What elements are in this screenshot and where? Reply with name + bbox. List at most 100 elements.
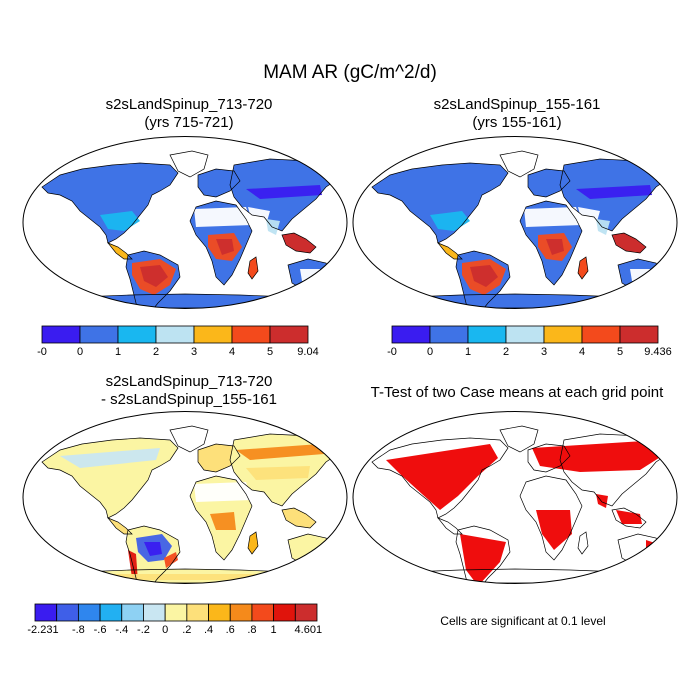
- coastline-seAsia: [281, 232, 317, 254]
- coastline-europe: [527, 168, 571, 198]
- pattern-india-mid: [266, 219, 280, 235]
- land-greenland: [170, 426, 208, 452]
- land-europe: [198, 169, 240, 197]
- coastline-greenland: [169, 150, 209, 178]
- colorbar-panel-3: -2.231 -.8 -.6 -.4 -.2 0 .2 .4 .6 .8 1 4.601: [27, 603, 322, 638]
- land-centralAmerica: [108, 243, 132, 259]
- colorbar-tick-label: 0: [76, 346, 84, 358]
- map-border: [22, 411, 348, 584]
- land-madagascar: [578, 257, 588, 279]
- colorbar-tick-label: 1: [464, 346, 472, 358]
- coastline-greenland: [169, 425, 209, 453]
- pattern-boreal-pos: [236, 444, 324, 460]
- colorbar-swatch: [56, 603, 79, 622]
- colorbar-swatches: [391, 325, 659, 344]
- map-panel-2: [352, 136, 678, 309]
- colorbar-tick-label: -.4: [115, 624, 129, 636]
- colorbar-swatch: [99, 603, 123, 622]
- pattern-brazil-rim-pos: [164, 552, 178, 568]
- colorbar-swatch: [121, 603, 144, 622]
- coastline-africa: [519, 475, 583, 561]
- colorbar-tick-label: -.2: [137, 624, 150, 636]
- colorbar-panel-2: -0 0 1 2 3 4 5 9.436: [387, 325, 672, 360]
- pattern-se-us-mid: [100, 211, 140, 231]
- colorbar-tick-label: 1: [114, 346, 122, 358]
- colorbar-swatch: [505, 325, 545, 344]
- colorbar-swatch: [117, 325, 157, 344]
- panel-3-title-line2: - s2sLandSpinup_155-161: [101, 391, 277, 408]
- colorbar-swatch: [294, 603, 318, 622]
- map-panel-4: [352, 411, 678, 584]
- coastline-northAmerica: [41, 162, 179, 244]
- panel-1-title: s2sLandSpinup_713-720 (yrs 715-721): [24, 96, 354, 132]
- land-centralAmerica: [438, 518, 462, 534]
- panel-1-title-line1: s2sLandSpinup_713-720: [105, 96, 273, 113]
- map-border: [22, 136, 348, 309]
- coastline-centralAmerica: [436, 517, 463, 535]
- coastline-madagascar: [577, 256, 589, 280]
- coastline-northAmerica: [371, 162, 509, 244]
- land-seAsia: [282, 233, 316, 253]
- colorbar-swatch: [467, 325, 507, 344]
- land-madagascar: [248, 257, 258, 279]
- colorbar-swatch: [251, 603, 275, 622]
- colorbar-swatch: [581, 325, 621, 344]
- colorbar-tick-label: 3: [540, 346, 548, 358]
- panel-1-title-line2: (yrs 715-721): [144, 114, 234, 131]
- coastline-africa: [519, 200, 583, 286]
- panel-2-title-line2: (yrs 155-161): [472, 114, 562, 131]
- main-title: MAM AR (gC/m^2/d): [263, 62, 437, 83]
- colorbar-tick-label: 4.601: [294, 624, 323, 636]
- colorbar-tick-label: 2: [502, 346, 510, 358]
- land-centralAmerica: [438, 243, 462, 259]
- pattern-oz-interior-empty: [630, 269, 650, 281]
- colorbar-swatch: [273, 603, 296, 622]
- coastline-centralAmerica: [436, 242, 463, 260]
- colorbar-swatch: [229, 603, 253, 622]
- coastline-seAsia: [281, 507, 317, 529]
- coastline-greenland: [499, 150, 539, 178]
- coastline-seAsia: [611, 232, 647, 254]
- colorbar-swatch: [79, 325, 119, 344]
- coastline-madagascar: [577, 531, 589, 555]
- colorbar-swatch: [193, 325, 233, 344]
- pattern-amazon-core-neg: [144, 542, 162, 556]
- coastline-europe: [197, 168, 241, 198]
- land-greenland: [170, 151, 208, 177]
- colorbar-tick-label: 1: [270, 624, 277, 636]
- land-europe: [198, 444, 240, 472]
- colorbar-swatch: [143, 603, 166, 622]
- pattern-sahara-empty: [194, 482, 252, 502]
- colorbar-tick-label: 0: [162, 624, 169, 636]
- map-panel-3: [22, 411, 348, 584]
- colorbar-tick-label: .2: [182, 624, 192, 636]
- land-northAmerica: [42, 163, 178, 243]
- coastline-northAmerica: [371, 437, 509, 519]
- pattern-na-boreal: [60, 448, 160, 468]
- colorbar-swatch: [391, 325, 431, 344]
- colorbar-swatches: [34, 603, 318, 622]
- coastline-africa: [189, 475, 253, 561]
- panel-3-title: s2sLandSpinup_713-720 - s2sLandSpinup_15…: [24, 373, 354, 409]
- land-greenland: [500, 426, 538, 452]
- coastline-europe: [197, 443, 241, 473]
- land-greenland: [500, 151, 538, 177]
- colorbar-swatches: [41, 325, 309, 344]
- land-northAmerica: [372, 163, 508, 243]
- colorbar-tick-label: .4: [203, 624, 214, 636]
- land-madagascar: [578, 532, 588, 554]
- colorbar-swatch: [269, 325, 309, 344]
- coastline-europe: [527, 443, 571, 473]
- coastline-africa: [189, 200, 253, 286]
- colorbar-swatch: [543, 325, 583, 344]
- panel-4-title: T-Test of two Case means at each grid po…: [352, 384, 682, 402]
- pattern-sahara-empty: [194, 207, 252, 227]
- pattern-se-us-mid: [430, 211, 470, 231]
- pattern-amazon-core: [140, 265, 168, 287]
- colorbar-tick-label: -.6: [93, 624, 107, 636]
- colorbar-swatch: [164, 603, 188, 622]
- coastline-seAsia: [611, 507, 647, 529]
- pattern-congo-pos: [210, 512, 236, 530]
- land-madagascar: [248, 532, 258, 554]
- colorbar-swatch: [429, 325, 469, 344]
